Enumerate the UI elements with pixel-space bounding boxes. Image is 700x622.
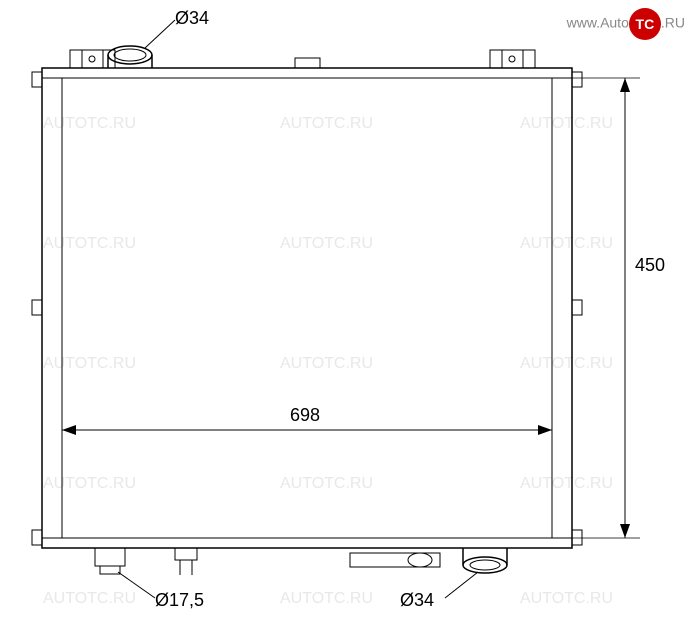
leader-bottom-right (445, 572, 478, 598)
side-tab-tl (32, 72, 42, 87)
side-tab-tr (572, 72, 582, 87)
label-width: 698 (290, 405, 320, 426)
side-tab-bl (32, 530, 42, 545)
label-bottom-right-diameter: Ø34 (400, 590, 434, 611)
side-tab-ml (32, 300, 42, 315)
radiator-outer (42, 68, 572, 548)
side-tab-br (572, 530, 582, 545)
label-bottom-left-diameter: Ø17,5 (155, 590, 204, 611)
bottom-port (463, 548, 507, 573)
bottom-fitting-1 (95, 548, 125, 574)
side-tab-mr (572, 300, 582, 315)
logo-auto: Auto (600, 15, 629, 31)
top-center-tab (295, 58, 320, 68)
top-bracket-right (490, 50, 535, 68)
logo-prefix: www. (567, 15, 600, 31)
label-top-diameter: Ø34 (175, 8, 209, 29)
technical-drawing (0, 0, 700, 622)
logo-suffix: .RU (661, 15, 685, 31)
logo-tc-badge: TC (629, 8, 661, 40)
leader-top-port (145, 20, 175, 48)
label-height: 450 (635, 255, 665, 276)
site-logo: www.AutoTC.RU (567, 8, 685, 40)
leader-bottom-left (118, 572, 155, 598)
bottom-fitting-2 (350, 553, 440, 567)
bottom-bolt (175, 548, 197, 575)
